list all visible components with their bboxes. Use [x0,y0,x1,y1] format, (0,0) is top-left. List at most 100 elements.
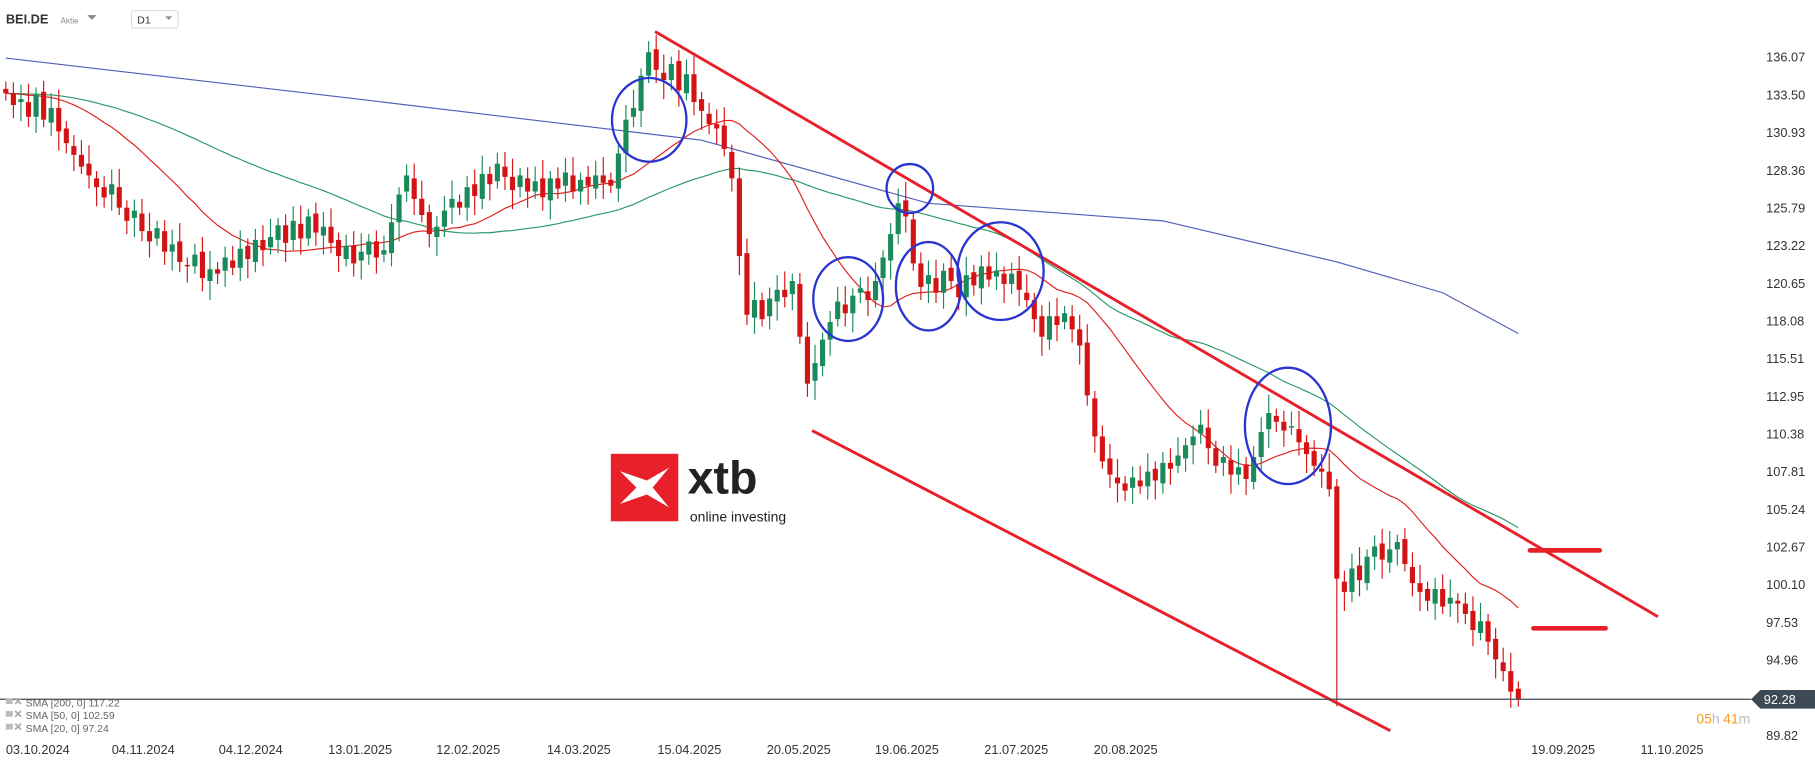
close-icon[interactable] [14,723,22,731]
candle-body [381,250,387,255]
close-icon[interactable] [14,697,22,705]
menu-icon[interactable] [5,723,13,730]
candle-body [343,245,349,260]
candle-body [1190,436,1196,446]
candle-body [313,213,319,233]
y-tick-label: 128.36 [1766,163,1805,178]
candle-body [457,201,463,208]
candle-body [146,231,153,242]
symbol-dropdown-icon[interactable] [87,15,97,20]
close-icon[interactable] [14,710,22,718]
candle-body [1326,471,1332,490]
candle-body [1228,459,1234,475]
candle-body [94,178,100,188]
highlight-circle[interactable] [956,221,1045,322]
candle-body [933,278,939,293]
candle-body [956,283,962,298]
candle-body [192,254,198,267]
candle-body [351,245,357,264]
legend-sma200[interactable]: SMA [200, 0] 117.22 [5,697,120,709]
candle-body [812,363,818,381]
candle-body [366,241,372,255]
candle-body [1122,483,1128,491]
x-tick-label: 14.03.2025 [547,742,611,757]
candle-body [600,175,606,183]
candle-body [941,270,947,293]
candle-body [850,295,856,314]
candle-body [1364,556,1370,584]
legend-label: SMA [200, 0] 117.22 [26,698,120,709]
candle-body [1485,621,1491,642]
candle-body [1243,464,1249,479]
highlight-circle[interactable] [812,256,885,343]
legend-sma50[interactable]: SMA [50, 0] 102.59 [5,710,115,722]
candle-body [336,239,342,257]
candle-body [1077,329,1083,346]
candle-body [1281,421,1287,431]
candle-body [1175,455,1181,466]
candle-body [918,263,924,287]
candle-body [547,178,553,201]
y-tick-label: 120.65 [1766,276,1805,291]
candle-body [1409,566,1416,584]
candle-body [1031,300,1037,320]
highlight-circle[interactable] [894,240,963,332]
xtb-logo-text: xtb [688,451,758,503]
highlight-circle[interactable] [610,76,688,163]
candle-body [222,257,228,271]
candle-body [116,187,122,208]
candle-body [18,99,24,103]
candle-body [630,107,637,117]
candle-body [1508,671,1514,692]
candle-body [517,175,523,188]
candle-body [215,269,221,274]
candle-body [1470,610,1476,631]
countdown-h: h [1712,711,1720,727]
timeframe-label: D1 [137,15,151,26]
candle-body [820,339,826,367]
candle-body [593,175,599,189]
xtb-tagline: online investing [690,508,786,524]
countdown-m: m [1739,711,1751,727]
candle-body [1432,588,1438,604]
candle-body [585,176,591,186]
highlight-circle[interactable] [1243,366,1333,486]
highlight-circle[interactable] [885,162,935,215]
candle-body [10,93,16,106]
candle-body [540,178,546,198]
candle-body [396,194,402,223]
lower-trendline[interactable] [811,429,1392,732]
candle-body [1341,581,1347,592]
xtb-x-icon [620,467,669,508]
menu-icon[interactable] [5,698,13,704]
y-tick-label: 130.93 [1766,125,1805,140]
candle-body [388,222,395,254]
candle-body [1296,429,1302,443]
legend-sma20[interactable]: SMA [20, 0] 97.24 [5,723,109,735]
menu-icon[interactable] [5,710,13,717]
candle-body [1016,270,1022,290]
countdown-minutes: 41 [1723,711,1739,727]
candle-body [789,280,795,295]
plot-area: 136.07 133.50 130.93 128.36 125.79 123.22 120.… [0,30,1815,757]
candle-body [71,146,77,155]
candle-body [676,61,682,91]
candle-body [615,153,621,189]
upper-trendline[interactable] [654,30,1659,618]
candle-body [1235,467,1242,475]
candle-body [177,241,183,262]
xtb-logo: xtb online investing [610,451,786,524]
sma50-line [5,92,1519,529]
candle-body [683,74,690,94]
candle-body [532,181,538,192]
candle-body [237,248,243,268]
candle-body [1379,543,1385,560]
candle-body [86,163,92,176]
timeframe-select[interactable] [130,9,179,29]
candle-body [706,113,712,125]
candle-body [411,178,417,199]
candle-body [759,300,765,320]
candle-body [154,228,160,239]
candle-body [888,234,894,261]
